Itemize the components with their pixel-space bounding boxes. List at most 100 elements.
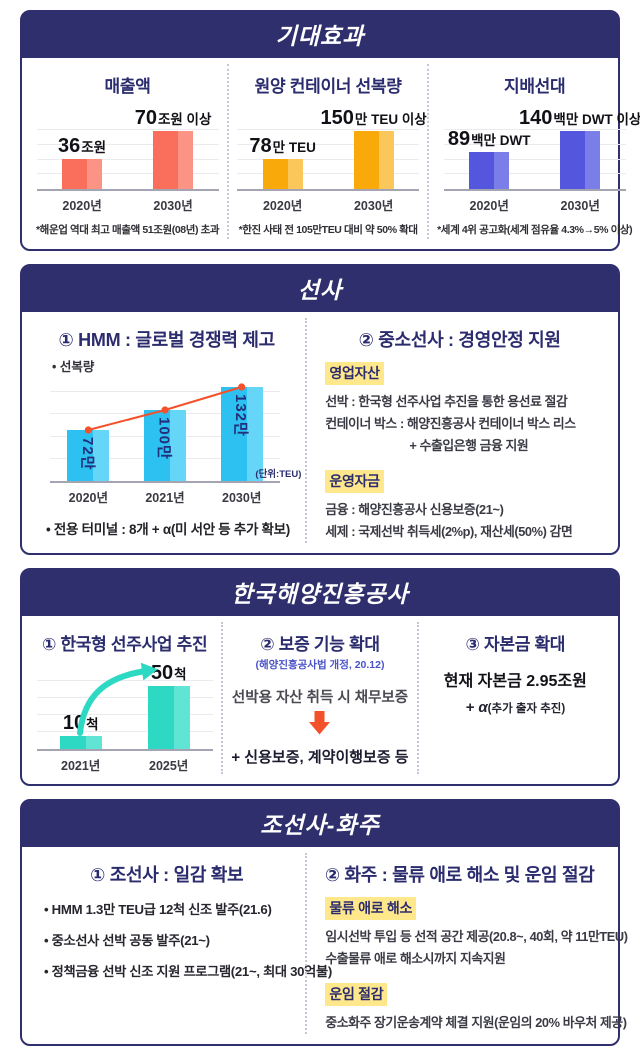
hmm-terminal-bullet: • 전용 터미널 : 8개 + α(미 서안 등 추가 확보) <box>46 522 290 537</box>
bar-value-label: 70조원 이상 <box>135 108 212 128</box>
freight-saving-group: 운임 절감 중소화주 장기운송계약 체결 지원(운임의 20% 바우처 제공) <box>325 983 627 1031</box>
shipbuilders-column: ① 조선사 : 일감 확보 • HMM 1.3만 TEU급 12척 신조 발주(… <box>28 853 332 1034</box>
revenue-chart: 36조원 70조원 이상 2020년 2030년 <box>36 108 219 214</box>
small-carriers-column: ② 중소선사 : 경영안정 지원 영업자산 선박 : 한국형 선주사업 추진을 … <box>305 318 612 543</box>
revenue-column: 매출액 36조원 70조원 이상 2020년 2030년 *해운업 역대 최고 매출액… <box>28 64 227 239</box>
bar-value-label: 36조원 <box>58 136 106 156</box>
kobc-ships-chart: 10척 50척 2021년 2025년 <box>36 663 213 774</box>
container-capacity-column: 원양 컨테이너 선복량 78만 TEU 150만 TEU 이상 2020년 2030년… <box>227 64 427 239</box>
chart-plot-area: 10척 50척 <box>36 663 213 751</box>
value-suffix: 조원 이상 <box>157 112 212 127</box>
x-axis-label: 2020년 <box>469 199 509 213</box>
gridline <box>237 173 420 174</box>
bar-revenue-2020년 <box>62 159 103 189</box>
controlled-fleet-chart: 89백만 DWT 140백만 DWT 이상 2020년 2030년 <box>443 108 640 214</box>
value-number: 89 <box>447 128 471 150</box>
gridline <box>443 129 626 130</box>
assets-line-container: 컨테이너 박스 : 해양진흥공사 컨테이너 박스 리스 <box>325 416 576 431</box>
gridline <box>443 159 626 160</box>
chart-plot-area: 36조원 70조원 이상 <box>36 108 219 191</box>
guarantee-column: ② 보증 기능 확대 (해양진흥공사법 개정, 20.12) 선박용 자산 취득… <box>221 622 416 774</box>
carriers-body: ① HMM : 글로벌 경쟁력 제고 • 선복량 72만 100만 132만 2020… <box>22 312 618 553</box>
bullet-policy-finance: • 정책금융 선박 신조 지원 프로그램(21~, 최대 30억불) <box>44 964 332 979</box>
section-expected-effects-header: 기대효과 <box>22 12 618 58</box>
capital-column: ③ 자본금 확대 현재 자본금 2.95조원 + α(추가 출자 추진) <box>416 622 612 774</box>
shippers-title: ② 화주 : 물류 애로 해소 및 운임 절감 <box>324 865 595 885</box>
value-suffix: 만 TEU 이상 <box>354 112 427 127</box>
bar-controlled-fleet-2030년 <box>560 131 601 189</box>
alpha-symbol: + α <box>465 699 488 716</box>
bar-value-label: 50척 <box>151 663 187 683</box>
section-expected-effects: 기대효과 매출액 36조원 70조원 이상 2020년 2030년 *해운업 역대 최… <box>20 10 640 251</box>
gridline <box>36 159 219 160</box>
capacity-axis-label: • 선복량 <box>52 360 95 374</box>
bar-container-capacity-2030년 <box>353 131 394 189</box>
container-footnote: *한진 사태 전 105만TEU 대비 약 50% 확대 <box>238 224 419 236</box>
value-suffix: 척 <box>86 717 99 732</box>
chart-plot-area: 89백만 DWT 140백만 DWT 이상 <box>443 108 640 191</box>
x-axis-label: 2020년 <box>62 199 102 213</box>
shipbuilders-title: ① 조선사 : 일감 확보 <box>90 865 244 885</box>
operating-assets-group: 영업자산 선박 : 한국형 선주사업 추진을 통한 용선료 절감 컨테이너 박스… <box>325 362 604 454</box>
gridline <box>50 391 280 392</box>
gridline <box>237 129 420 130</box>
value-suffix: 백만 DWT 이상 <box>553 112 640 127</box>
value-suffix: 백만 DWT <box>471 133 531 148</box>
bar-kobc-ships-2025년 <box>147 686 190 749</box>
gridline <box>36 173 219 174</box>
expected-effects-body: 매출액 36조원 70조원 이상 2020년 2030년 *해운업 역대 최고 매출액… <box>22 58 640 249</box>
fleet-footnote: *세계 4위 공고화(세계 점유율 4.3%→5% 이상) <box>437 224 633 236</box>
x-axis-label: 2021년 <box>145 491 185 505</box>
x-axis-labels: 2021년 2025년 <box>37 751 213 774</box>
shipowner-program-title: ① 한국형 선주사업 추진 <box>41 635 208 654</box>
capital-line-finance: 금융 : 해양진흥공사 신용보증(21~) <box>325 502 504 517</box>
chart-plot-area: 78만 TEU 150만 TEU 이상 <box>237 108 427 191</box>
bar-value-label: 10척 <box>63 713 99 733</box>
chart-unit-label: (단위:TEU) <box>255 469 302 480</box>
freight-saving-tag: 운임 절감 <box>325 983 388 1006</box>
trend-line <box>84 383 246 434</box>
capital-title: ③ 자본금 확대 <box>465 635 566 654</box>
fleet-chart-title: 지배선대 <box>503 77 566 96</box>
bar-inside-label: 72만 <box>78 437 96 471</box>
section-kobc: 한국해양진흥공사 ① 한국형 선주사업 추진 10척 50척 2021년 2025년 <box>20 568 620 786</box>
bar-controlled-fleet-2020년 <box>469 152 510 189</box>
bullet-joint-order: • 중소선사 선박 공동 발주(21~) <box>44 933 210 948</box>
bar-hmm-capacity-2030년 <box>220 387 263 481</box>
section-carriers-header: 선사 <box>22 266 618 312</box>
shipbuilders-body: ① 조선사 : 일감 확보 • HMM 1.3만 TEU급 12척 신조 발주(… <box>22 847 628 1044</box>
x-axis-labels: 2020년 2021년 2030년 <box>50 483 280 506</box>
freight-line-voucher: 중소화주 장기운송계약 체결 지원(운임의 20% 바우처 제공) <box>325 1015 627 1030</box>
gridline <box>443 144 626 145</box>
revenue-footnote: *해운업 역대 최고 매출액 51조원(08년) 초과 <box>36 224 220 236</box>
value-number: 36 <box>58 135 81 157</box>
capital-alpha-note: (추가 출자 추진) <box>487 703 566 715</box>
x-axis-label: 2030년 <box>153 199 193 213</box>
guarantee-line1: 선박용 자산 취득 시 채무보증 <box>231 690 409 706</box>
shipowner-program-column: ① 한국형 선주사업 추진 10척 50척 2021년 2025년 <box>28 622 221 774</box>
value-number: 70 <box>134 107 157 129</box>
fleet-column: 지배선대 89백만 DWT 140백만 DWT 이상 2020년 2030년 *세계 … <box>427 64 640 239</box>
down-arrow-icon <box>231 711 408 740</box>
container-chart-title: 원양 컨테이너 선복량 <box>254 77 402 96</box>
kobc-body: ① 한국형 선주사업 추진 10척 50척 2021년 2025년 ② 보증 기능 확… <box>22 616 618 784</box>
logistics-relief-group: 물류 애로 해소 임시선박 투입 등 선적 공간 제공(20.8~, 40회, … <box>325 897 628 967</box>
bar-kobc-ships-2021년 <box>59 736 102 749</box>
capital-alpha: + α(추가 출자 추진) <box>427 699 604 716</box>
bar-hmm-capacity-2020년 <box>67 430 110 481</box>
chart-plot-area: 72만 100만 132만 <box>50 381 280 483</box>
logistics-relief-tag: 물류 애로 해소 <box>325 897 417 920</box>
hmm-chart-row: 72만 100만 132만 2020년 2021년 2030년 (단위:TEU) <box>36 381 301 506</box>
gridline <box>36 129 219 130</box>
revenue-chart-title: 매출액 <box>104 77 151 96</box>
bar-inside-label: 100만 <box>155 417 173 460</box>
x-axis-labels: 2020년 2030년 <box>37 191 219 214</box>
value-suffix: 만 TEU <box>272 140 316 155</box>
value-number: 78 <box>249 135 272 157</box>
section-carriers: 선사 ① HMM : 글로벌 경쟁력 제고 • 선복량 72만 100만 132만 2… <box>20 264 620 555</box>
x-axis-label: 2020년 <box>68 491 108 505</box>
value-suffix: 조원 <box>81 140 107 155</box>
working-capital-group: 운영자금 금융 : 해양진흥공사 신용보증(21~) 세제 : 국제선박 취득세… <box>325 470 604 540</box>
gridline <box>237 144 420 145</box>
